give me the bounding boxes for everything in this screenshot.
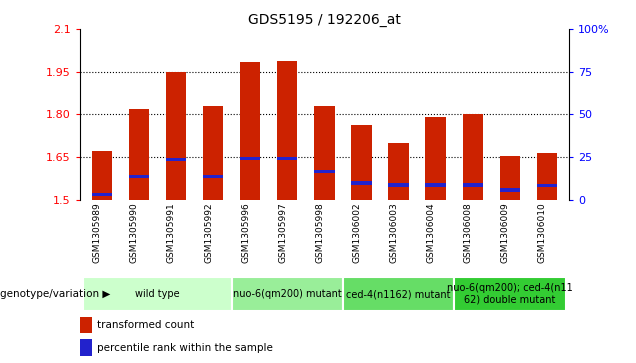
Bar bbox=[92, 151, 112, 200]
Text: genotype/variation ▶: genotype/variation ▶ bbox=[0, 289, 111, 299]
Bar bbox=[425, 117, 446, 200]
Bar bbox=[500, 188, 520, 192]
Bar bbox=[240, 157, 260, 160]
Bar bbox=[80, 317, 92, 333]
Text: GSM1305990: GSM1305990 bbox=[130, 202, 139, 263]
Text: percentile rank within the sample: percentile rank within the sample bbox=[97, 343, 272, 352]
Text: ced-4(n1162) mutant: ced-4(n1162) mutant bbox=[347, 289, 451, 299]
Bar bbox=[203, 175, 223, 178]
Text: GSM1305998: GSM1305998 bbox=[315, 202, 324, 263]
Text: GSM1305992: GSM1305992 bbox=[204, 202, 213, 262]
Bar bbox=[351, 125, 371, 200]
Bar bbox=[128, 109, 149, 200]
Bar bbox=[537, 153, 557, 200]
FancyBboxPatch shape bbox=[83, 277, 232, 311]
Text: GSM1305991: GSM1305991 bbox=[167, 202, 176, 263]
Bar bbox=[240, 62, 260, 200]
Text: GSM1305989: GSM1305989 bbox=[93, 202, 102, 263]
Text: GSM1306004: GSM1306004 bbox=[427, 202, 436, 262]
FancyBboxPatch shape bbox=[232, 277, 343, 311]
Bar bbox=[314, 170, 335, 174]
Bar bbox=[80, 339, 92, 356]
Text: nuo-6(qm200); ced-4(n11
62) double mutant: nuo-6(qm200); ced-4(n11 62) double mutan… bbox=[447, 283, 573, 305]
Text: GSM1305997: GSM1305997 bbox=[279, 202, 287, 263]
Text: transformed count: transformed count bbox=[97, 321, 194, 330]
Bar bbox=[92, 192, 112, 196]
Text: GSM1306003: GSM1306003 bbox=[390, 202, 399, 263]
Bar bbox=[166, 72, 186, 200]
Bar bbox=[128, 175, 149, 178]
Bar bbox=[389, 183, 409, 187]
Text: GSM1306010: GSM1306010 bbox=[538, 202, 547, 263]
Bar bbox=[351, 182, 371, 185]
Text: GSM1306008: GSM1306008 bbox=[464, 202, 473, 263]
Bar bbox=[314, 106, 335, 200]
Bar bbox=[203, 106, 223, 200]
FancyBboxPatch shape bbox=[454, 277, 565, 311]
Text: GSM1306002: GSM1306002 bbox=[352, 202, 361, 262]
Title: GDS5195 / 192206_at: GDS5195 / 192206_at bbox=[248, 13, 401, 26]
Bar bbox=[425, 183, 446, 187]
Bar bbox=[166, 158, 186, 161]
Bar bbox=[277, 61, 298, 200]
Text: GSM1305996: GSM1305996 bbox=[241, 202, 250, 263]
Bar bbox=[389, 143, 409, 200]
Bar bbox=[500, 156, 520, 200]
FancyBboxPatch shape bbox=[343, 277, 454, 311]
Text: GSM1306009: GSM1306009 bbox=[501, 202, 510, 263]
Bar bbox=[537, 184, 557, 187]
Bar bbox=[277, 157, 298, 160]
Bar bbox=[462, 114, 483, 200]
Text: wild type: wild type bbox=[135, 289, 180, 299]
Text: nuo-6(qm200) mutant: nuo-6(qm200) mutant bbox=[233, 289, 342, 299]
Bar bbox=[462, 183, 483, 187]
